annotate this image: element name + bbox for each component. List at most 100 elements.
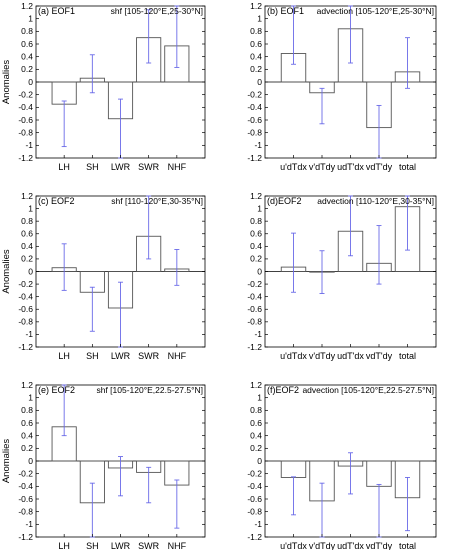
x-tick-label: LH <box>58 541 70 550</box>
y-tick-label: 0.2 <box>21 64 33 74</box>
x-tick-label: u'dTdx <box>280 162 307 172</box>
y-tick-label: -1 <box>254 329 262 339</box>
y-tick-label: 0.6 <box>250 418 262 428</box>
y-tick-label: -0.8 <box>247 317 262 327</box>
y-tick-label: -0.2 <box>18 89 33 99</box>
y-tick-label: 1.2 <box>21 1 33 11</box>
y-tick-label: 0.8 <box>250 405 262 415</box>
panel-label: (c) EOF2 <box>38 196 75 206</box>
y-tick-label: -0.4 <box>247 102 262 112</box>
y-tick-label: 0.6 <box>250 39 262 49</box>
x-tick-label: SH <box>86 351 99 361</box>
chart-panel-5: -1.2 -1 -0.8 -0.6 -0.4 -0.2 0 0.2 0.4 0.6 0.8 1 1.2 u… <box>247 380 437 550</box>
x-tick-label: total <box>399 541 416 550</box>
y-tick-label: 0.2 <box>21 254 33 264</box>
panel-label: (a) EOF1 <box>38 6 75 16</box>
x-tick-label: SWR <box>138 541 159 550</box>
y-tick-label: -1.2 <box>18 153 33 163</box>
panel-title: advection [105-120°E,22.5-27.5°N] <box>302 385 434 395</box>
x-tick-label: NHF <box>168 162 187 172</box>
y-tick-label: 0.4 <box>250 51 262 61</box>
y-tick-label: 0.4 <box>250 241 262 251</box>
y-tick-label: 1.2 <box>21 191 33 201</box>
y-tick-label: -0.4 <box>247 291 262 301</box>
y-tick-label: 1.2 <box>250 380 262 390</box>
x-tick-label: u'dTdx <box>280 351 307 361</box>
y-tick-label: 0.4 <box>250 430 262 440</box>
y-tick-label: 0.2 <box>21 443 33 453</box>
x-tick-label: vdT'dy <box>366 541 393 550</box>
y-tick-label: 0 <box>257 77 262 87</box>
y-tick-label: 1.2 <box>250 191 262 201</box>
x-tick-label: LWR <box>111 162 131 172</box>
x-tick-label: NHF <box>168 541 187 550</box>
y-tick-label: -0.8 <box>247 506 262 516</box>
y-tick-label: -1.2 <box>247 532 262 542</box>
y-tick-label: -0.2 <box>247 89 262 99</box>
panel-title: shf [105-120°E,25-30°N] <box>111 6 203 16</box>
y-tick-label: -0.4 <box>18 102 33 112</box>
x-tick-label: vdT'dy <box>366 351 393 361</box>
y-tick-label: 0.6 <box>21 39 33 49</box>
x-tick-label: u'dTdx <box>280 541 307 550</box>
y-tick-label: 0.8 <box>21 216 33 226</box>
y-tick-label: -0.6 <box>247 304 262 314</box>
chart-panel-3: -1.2 -1 -0.8 -0.6 -0.4 -0.2 0 0.2 0.4 0.6 0.8 1 1.2 u… <box>247 191 437 361</box>
bar <box>366 460 392 487</box>
x-tick-label: NHF <box>168 351 187 361</box>
y-axis-label: Anomalies <box>1 249 12 294</box>
chart-panel-2: -1.2 -1 -0.8 -0.6 -0.4 -0.2 0 0.2 0.4 0.6 0.8 1 1.2 L… <box>1 191 206 361</box>
y-tick-label: -0.6 <box>18 494 33 504</box>
y-tick-label: 1 <box>28 392 33 402</box>
y-tick-label: -0.6 <box>247 494 262 504</box>
panel-title: shf [110-120°E,30-35°N] <box>111 196 203 206</box>
y-tick-label: 1 <box>28 13 33 23</box>
x-tick-label: udT'dx <box>337 351 364 361</box>
y-tick-label: -0.6 <box>247 115 262 125</box>
y-tick-label: -0.6 <box>18 115 33 125</box>
y-tick-label: 0 <box>28 77 33 87</box>
y-tick-label: 0.2 <box>250 64 262 74</box>
y-tick-label: 0.8 <box>250 26 262 36</box>
y-tick-label: -1.2 <box>247 153 262 163</box>
y-tick-label: -0.6 <box>18 304 33 314</box>
y-axis-label: Anomalies <box>1 439 12 484</box>
y-tick-label: 0 <box>257 456 262 466</box>
x-tick-label: udT'dx <box>337 162 364 172</box>
panel-label: (d)EOF2 <box>267 196 302 206</box>
x-tick-label: udT'dx <box>337 541 364 550</box>
x-tick-label: LH <box>58 351 70 361</box>
y-tick-label: -0.8 <box>18 127 33 137</box>
y-tick-label: 0.2 <box>250 254 262 264</box>
y-tick-label: 0.8 <box>21 405 33 415</box>
y-tick-label: -1 <box>254 140 262 150</box>
y-tick-label: 1 <box>28 203 33 213</box>
chart-panel-0: -1.2 -1 -0.8 -0.6 -0.4 -0.2 0 0.2 0.4 0.6 0.8 1 1.2 L… <box>1 1 206 172</box>
panel-title: advection [105-120°E,25-30°N] <box>317 6 434 16</box>
x-tick-label: LWR <box>111 351 131 361</box>
y-tick-label: -0.4 <box>18 291 33 301</box>
y-tick-label: 1.2 <box>21 380 33 390</box>
y-tick-label: -0.8 <box>18 317 33 327</box>
panel-label: (e) EOF2 <box>38 385 75 395</box>
x-tick-label: total <box>399 162 416 172</box>
y-tick-label: 1 <box>257 203 262 213</box>
y-tick-label: 0.4 <box>21 241 33 251</box>
x-tick-label: LH <box>58 162 70 172</box>
panel-title: advection [110-120°E,30-35°N] <box>317 196 434 206</box>
y-tick-label: 0.6 <box>250 229 262 239</box>
x-tick-label: total <box>399 351 416 361</box>
bar <box>280 460 307 478</box>
y-tick-label: -0.8 <box>247 127 262 137</box>
panel-label: (f)EOF2 <box>267 385 299 395</box>
y-tick-label: -1.2 <box>18 342 33 352</box>
y-tick-label: -1 <box>254 519 262 529</box>
y-tick-label: 1 <box>257 13 262 23</box>
chart-panel-4: -1.2 -1 -0.8 -0.6 -0.4 -0.2 0 0.2 0.4 0.6 0.8 1 1.2 L… <box>1 380 206 550</box>
y-tick-label: -0.4 <box>18 481 33 491</box>
y-tick-label: -1 <box>25 329 33 339</box>
x-tick-label: SH <box>86 541 99 550</box>
y-tick-label: 0.8 <box>21 26 33 36</box>
y-tick-label: 0.4 <box>21 430 33 440</box>
